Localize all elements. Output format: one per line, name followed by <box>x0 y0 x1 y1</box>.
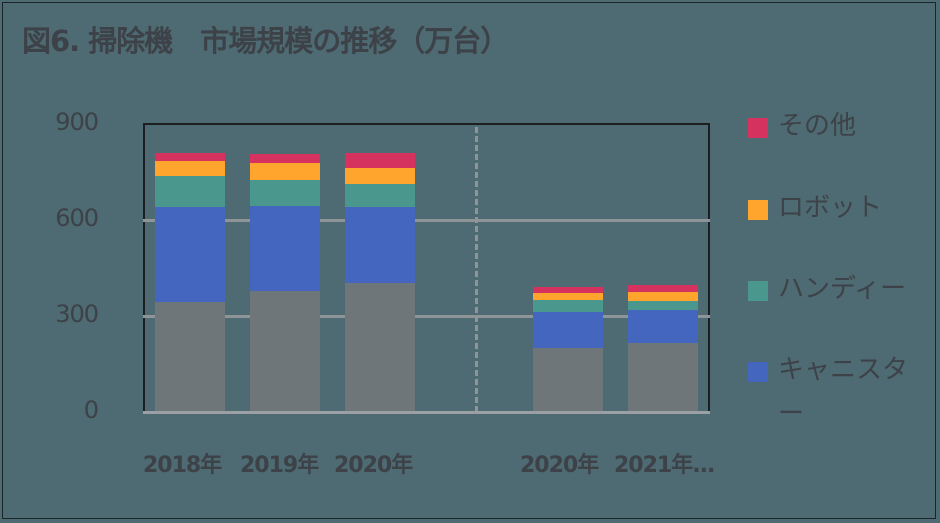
legend-item-other: その他 <box>748 111 918 148</box>
legend-swatch-other <box>748 118 768 138</box>
chart-title: 図6. 掃除機 市場規模の推移（万台） <box>22 24 509 58</box>
x-label-2019: 2019年 <box>240 453 319 478</box>
legend-swatch-handy <box>748 281 768 301</box>
x-axis-line <box>143 411 710 414</box>
bar-segment <box>533 292 603 300</box>
bar-segment <box>345 167 415 184</box>
bar-1 <box>250 154 320 412</box>
bar-segment <box>533 347 603 412</box>
bar-0 <box>155 153 225 412</box>
bar-segment <box>533 300 603 313</box>
bar-2 <box>345 153 415 412</box>
bar-segment <box>250 163 320 181</box>
y-tick-300: 300 <box>55 300 99 328</box>
bar-segment <box>345 153 415 168</box>
y-tick-900: 900 <box>55 108 99 136</box>
bar-segment <box>345 206 415 284</box>
legend-swatch-robot <box>748 200 768 220</box>
bar-segment <box>155 176 225 208</box>
x-label-2021: 2021年... <box>614 453 715 478</box>
bar-segment <box>250 180 320 206</box>
bar-segment <box>345 183 415 207</box>
bar-3 <box>533 286 603 412</box>
bar-segment <box>345 283 415 412</box>
plot-area <box>143 123 710 412</box>
legend-label-robot: ロボット <box>778 193 883 223</box>
y-tick-600: 600 <box>55 204 99 232</box>
bar-segment <box>250 205 320 292</box>
legend-label-canister: キャニスター <box>778 355 909 429</box>
bar-4 <box>628 284 698 412</box>
legend-item-handy: ハンディー <box>748 274 918 311</box>
bar-segment <box>628 284 698 293</box>
y-tick-0: 0 <box>83 396 99 424</box>
legend-item-robot: ロボット <box>748 193 918 230</box>
bar-segment <box>155 161 225 177</box>
legend-item-canister: キャニスター <box>748 355 918 436</box>
bar-segment <box>533 286 603 293</box>
x-label-2020-forecast: 2020年 <box>520 453 599 478</box>
legend-label-handy: ハンディー <box>778 274 907 304</box>
bar-segment <box>155 153 225 162</box>
x-label-2020: 2020年 <box>334 453 413 478</box>
bar-segment <box>628 309 698 343</box>
gridline-300 <box>143 315 710 318</box>
bar-segment <box>628 292 698 301</box>
dashed-separator <box>475 127 478 412</box>
legend-label-other: その他 <box>778 111 857 141</box>
bar-segment <box>250 291 320 412</box>
x-label-2018: 2018年 <box>143 453 222 478</box>
gridline-600 <box>143 219 710 222</box>
bar-segment <box>628 300 698 310</box>
legend-swatch-canister <box>748 362 768 382</box>
bar-segment <box>155 301 225 412</box>
bar-segment <box>533 312 603 348</box>
bar-segment <box>155 207 225 302</box>
bar-segment <box>250 154 320 164</box>
bar-segment <box>628 342 698 412</box>
